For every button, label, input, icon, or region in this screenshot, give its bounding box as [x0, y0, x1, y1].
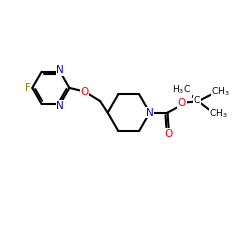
- Text: O: O: [178, 98, 186, 108]
- Text: O: O: [80, 87, 89, 97]
- Text: N: N: [146, 108, 154, 118]
- Text: CH$_3$: CH$_3$: [210, 108, 228, 120]
- Text: CH$_3$: CH$_3$: [211, 86, 230, 98]
- Text: F: F: [25, 83, 31, 93]
- Text: N: N: [56, 65, 64, 75]
- Text: O: O: [164, 129, 172, 139]
- Text: H$_3$C: H$_3$C: [172, 84, 191, 96]
- Text: C: C: [194, 96, 200, 105]
- Text: N: N: [56, 101, 64, 111]
